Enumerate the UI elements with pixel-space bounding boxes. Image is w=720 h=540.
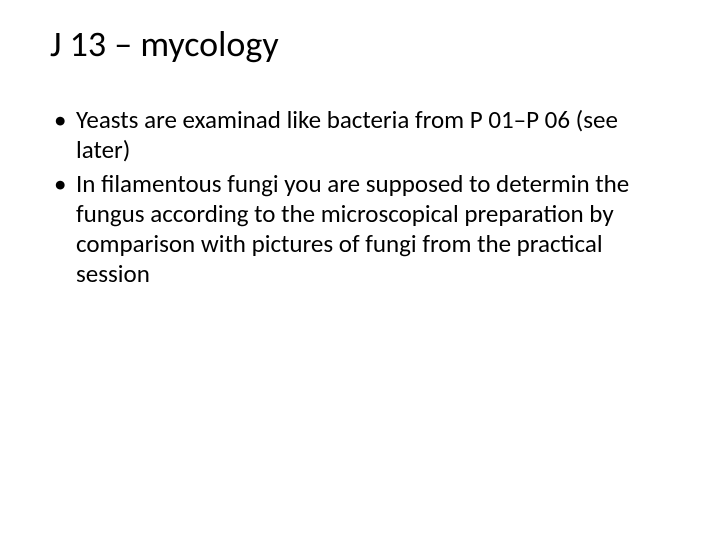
bullet-list: Yeasts are examinad like bacteria from P… — [50, 105, 670, 289]
slide: J 13 – mycology Yeasts are examinad like… — [0, 0, 720, 540]
list-item: In filamentous fungi you are supposed to… — [50, 169, 670, 289]
slide-body: Yeasts are examinad like bacteria from P… — [50, 105, 670, 289]
bullet-text: In filamentous fungi you are supposed to… — [76, 168, 629, 289]
slide-title: J 13 – mycology — [50, 24, 670, 65]
list-item: Yeasts are examinad like bacteria from P… — [50, 105, 670, 165]
bullet-text: Yeasts are examinad like bacteria from P… — [76, 104, 618, 165]
